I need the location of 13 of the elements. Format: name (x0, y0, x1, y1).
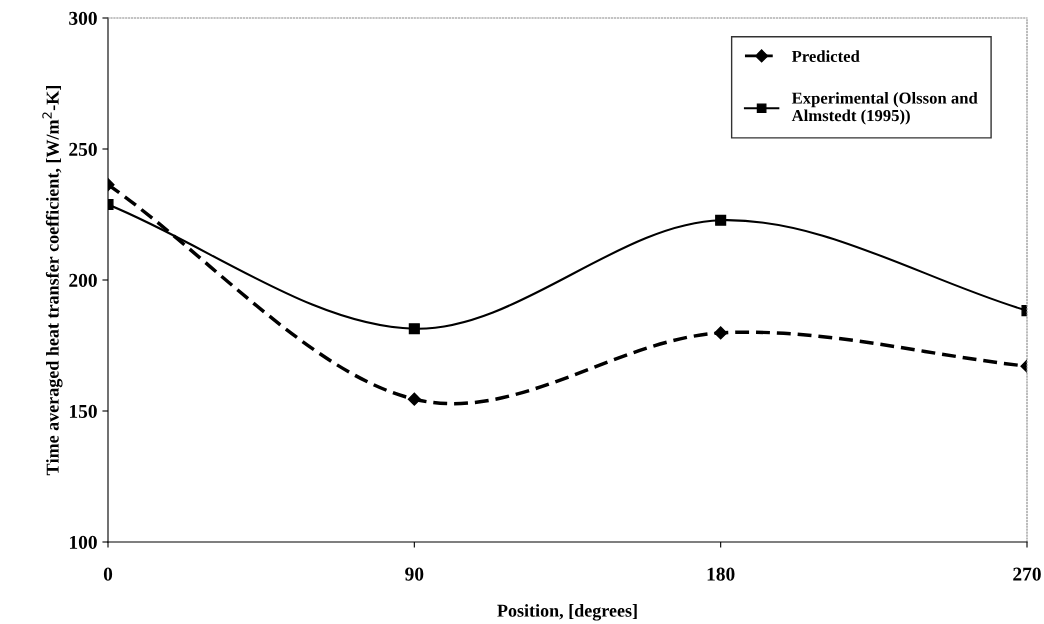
legend-label: Experimental (Olsson and Almstedt (1995)) (791, 92, 978, 125)
y-tick-label: 150 (69, 404, 97, 418)
x-tick-label: 0 (103, 567, 113, 581)
y-tick-label: 300 (69, 11, 97, 25)
y-tick-label: 250 (69, 142, 97, 156)
x-tick-label: 180 (707, 567, 735, 581)
y-axis-title: Time averaged heat transfer coefficient, [W/m$^{2}$-K] (42, 86, 63, 476)
y-tick-label: 100 (69, 535, 97, 549)
legend-label: Predicted (791, 50, 860, 62)
y-tick-label: 200 (69, 273, 97, 287)
x-axis-title: Position, [degrees] (497, 604, 637, 621)
x-tick-label: 90 (405, 567, 424, 581)
x-tick-label: 270 (1013, 567, 1041, 581)
